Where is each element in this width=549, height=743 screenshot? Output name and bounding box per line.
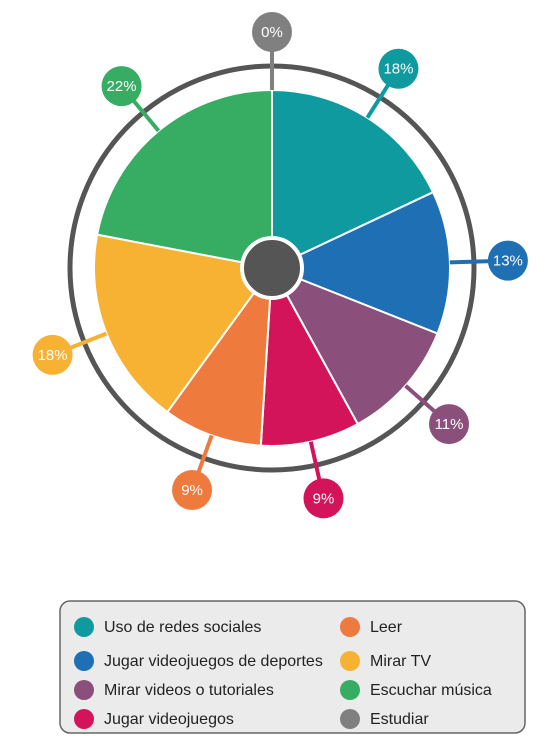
label-badge bbox=[32, 334, 73, 375]
legend-swatch bbox=[340, 651, 360, 671]
label-badge bbox=[252, 12, 292, 52]
value-label: 13% bbox=[493, 253, 523, 270]
legend-label: Mirar videos o tutoriales bbox=[104, 682, 274, 699]
slices bbox=[93, 88, 451, 447]
value-label: 11% bbox=[435, 416, 464, 433]
value-label: 18% bbox=[38, 347, 68, 364]
label-badge bbox=[172, 470, 213, 511]
center-hole bbox=[240, 236, 304, 300]
value-label: 22% bbox=[107, 78, 137, 95]
value-label: 9% bbox=[181, 482, 203, 499]
legend: Uso de redes sociales Jugar videojuegos d… bbox=[74, 617, 492, 729]
value-label: 18% bbox=[383, 61, 413, 78]
slice bbox=[95, 88, 273, 270]
label-badge bbox=[429, 404, 470, 445]
label-badge bbox=[487, 240, 528, 281]
legend-label: Escuchar música bbox=[370, 682, 492, 699]
legend-box bbox=[59, 600, 526, 734]
legend-swatch bbox=[74, 680, 94, 700]
value-label: 9% bbox=[313, 490, 335, 507]
legend-label: Leer bbox=[370, 619, 403, 636]
value-label: 0% bbox=[261, 24, 283, 41]
legend-label: Uso de redes sociales bbox=[104, 619, 261, 636]
label-badge bbox=[101, 66, 142, 107]
legend-label: Estudiar bbox=[370, 711, 429, 728]
legend-swatch bbox=[74, 651, 94, 671]
label-badge bbox=[378, 48, 419, 89]
label-badge bbox=[303, 478, 344, 519]
legend-swatch bbox=[340, 680, 360, 700]
legend-swatch bbox=[74, 709, 94, 729]
legend-label: Mirar TV bbox=[370, 653, 431, 670]
legend-swatch bbox=[340, 709, 360, 729]
legend-label: Jugar videojuegos bbox=[104, 711, 234, 728]
slice bbox=[93, 233, 274, 414]
legend-label: Jugar videojuegos de deportes bbox=[104, 653, 323, 670]
legend-swatch bbox=[74, 617, 94, 637]
legend-swatch bbox=[340, 617, 360, 637]
slice bbox=[271, 88, 435, 270]
labels: 18% 13% 11% 9% 9% 18% 22% 0% bbox=[32, 12, 528, 519]
slice bbox=[269, 190, 451, 335]
